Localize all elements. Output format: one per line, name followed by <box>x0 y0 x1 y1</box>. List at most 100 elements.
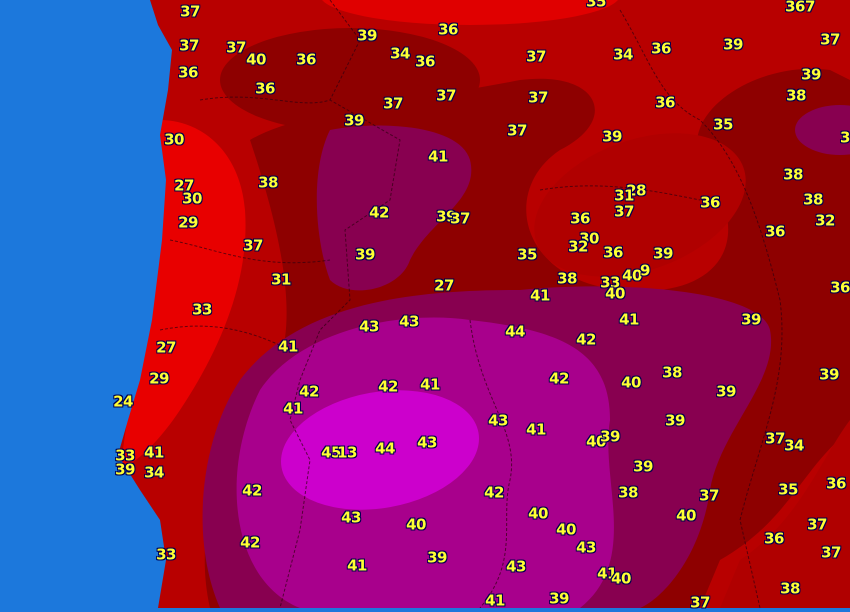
temperature-label: 36 <box>415 52 435 71</box>
ocean <box>0 0 172 608</box>
temperature-label: 39 <box>716 382 736 401</box>
temperature-label: 41 <box>283 399 303 418</box>
temperature-label: 39 <box>600 427 620 446</box>
temperature-label: 39 <box>665 411 685 430</box>
temperature-label: 33 <box>115 446 135 465</box>
temperature-label: 32 <box>815 211 835 230</box>
temperature-label: 37 <box>226 38 246 57</box>
temperature-label: 36 <box>178 63 198 82</box>
temperature-label: 30 <box>579 229 599 248</box>
temperature-label: 41 <box>420 375 440 394</box>
temperature-label: 41 <box>597 564 617 583</box>
temperature-label: 28 <box>626 181 646 200</box>
temperature-label: 38 <box>803 190 823 209</box>
temperature-label: 44 <box>375 439 395 458</box>
temperature-label: 37 <box>526 47 546 66</box>
temperature-label: 39 <box>549 589 569 608</box>
temperature-label: 43 <box>417 433 437 452</box>
temperature-label: 36 <box>255 79 275 98</box>
temperature-label: 41 <box>619 310 639 329</box>
temperature-label: 39 <box>741 310 761 329</box>
temperature-label: 36 <box>764 529 784 548</box>
temperature-label: 27 <box>174 176 194 195</box>
temperature-label: 37 <box>690 593 710 612</box>
temperature-label: 36 <box>651 39 671 58</box>
temperature-label: 43 <box>506 557 526 576</box>
temperature-label: 43 <box>488 411 508 430</box>
temperature-label: 39 <box>344 111 364 130</box>
temperature-label: 30 <box>164 130 184 149</box>
temperature-label: 36 <box>438 20 458 39</box>
temperature-label: 43 <box>576 538 596 557</box>
temperature-label: 34 <box>144 463 164 482</box>
temperature-label: 43 <box>399 312 419 331</box>
temperature-label: 3 <box>840 128 850 147</box>
zone-red-southeast <box>720 420 850 608</box>
temperature-label: 40 <box>605 284 625 303</box>
temperature-label: 27 <box>434 276 454 295</box>
temperature-label: 38 <box>780 579 800 598</box>
temperature-label: 39 <box>602 127 622 146</box>
temperature-label: 44 <box>505 322 525 341</box>
zone-purple-north <box>316 125 472 291</box>
temperature-label: 37 <box>765 429 785 448</box>
temperature-label: 24 <box>113 392 133 411</box>
temperature-label: 39 <box>115 460 135 479</box>
region-borders <box>159 0 783 608</box>
temperature-label: 40 <box>676 506 696 525</box>
temperature-label: 38 <box>783 165 803 184</box>
temperature-label: 37 <box>507 121 527 140</box>
temperature-label: 31 <box>271 270 291 289</box>
temperature-label: 39 <box>633 457 653 476</box>
temperature-label: 37 <box>807 515 827 534</box>
temperature-label: 43 <box>359 317 379 336</box>
temperature-label: 34 <box>390 44 410 63</box>
temperature-label: 39 <box>427 548 447 567</box>
temperature-label: 41 <box>278 337 298 356</box>
zone-purple-east <box>795 105 850 155</box>
temperature-label: 37 <box>180 2 200 21</box>
temperature-label: 37 <box>528 88 548 107</box>
temperature-label: 41 <box>428 147 448 166</box>
zone-bright-red-north <box>322 0 618 25</box>
temperature-label: 42 <box>378 377 398 396</box>
temperature-label: 45 <box>321 443 341 462</box>
temperature-label: 34 <box>784 436 804 455</box>
temperature-label: 36 <box>296 50 316 69</box>
temperature-label: 36 <box>826 474 846 493</box>
temperature-label: 42 <box>549 369 569 388</box>
temperature-label: 40 <box>611 569 631 588</box>
temperature-label: 38 <box>618 483 638 502</box>
temperature-label: 37 <box>383 94 403 113</box>
temperature-label: 40 <box>586 432 606 451</box>
temperature-label: 36 <box>655 93 675 112</box>
temperature-label: 39 <box>436 207 456 226</box>
temperature-label: 36 <box>603 243 623 262</box>
temperature-label: 39 <box>357 26 377 45</box>
temperature-label: 40 <box>246 50 266 69</box>
temperature-label: 42 <box>240 533 260 552</box>
temperature-label: 367 <box>785 0 815 16</box>
temperature-label: 37 <box>614 202 634 221</box>
temperature-label: 36 <box>700 193 720 212</box>
temperature-label: 30 <box>182 189 202 208</box>
temperature-label: 40 <box>406 515 426 534</box>
temperature-label: 43 <box>341 508 361 527</box>
temperature-label: 39 <box>801 65 821 84</box>
temperature-label: 37 <box>436 86 456 105</box>
temperature-label: 39 <box>723 35 743 54</box>
temperature-label: 33 <box>156 545 176 564</box>
temperature-label: 39 <box>819 365 839 384</box>
temperature-label: 41 <box>144 443 164 462</box>
temperature-label: 32 <box>568 237 588 256</box>
temperature-label: 13 <box>337 443 357 462</box>
temperature-label: 42 <box>242 481 262 500</box>
temperature-label: 35 <box>517 245 537 264</box>
temperature-label: 41 <box>347 556 367 575</box>
temperature-label: 37 <box>821 543 841 562</box>
zone-red-east <box>534 133 746 277</box>
temperature-label: 33 <box>192 300 212 319</box>
temperature-label: 42 <box>369 203 389 222</box>
temperature-label: 37 <box>243 236 263 255</box>
